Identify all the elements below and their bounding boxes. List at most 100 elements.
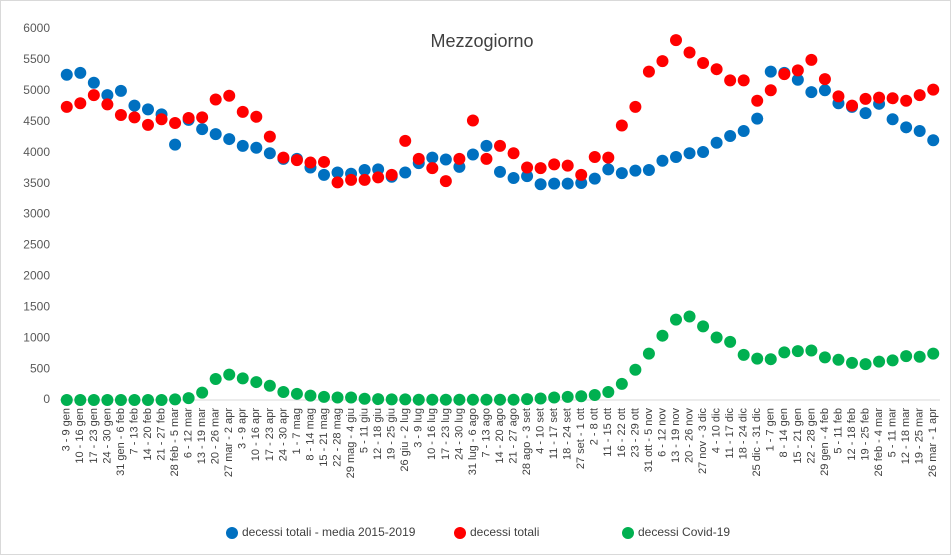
dot xyxy=(521,170,534,183)
legend-label: decessi totali - media 2015-2019 xyxy=(242,525,416,539)
x-tick-label: 19 - 25 mar xyxy=(914,408,926,465)
x-tick-label: 11 - 17 set xyxy=(548,408,560,459)
dot xyxy=(169,393,182,406)
dot xyxy=(372,171,385,184)
dot xyxy=(480,393,493,406)
x-tick-label: 28 feb - 5 mar xyxy=(169,408,181,477)
dot xyxy=(778,68,791,81)
legend-label: decessi totali xyxy=(470,525,539,539)
dot xyxy=(426,393,439,406)
dot xyxy=(74,66,87,79)
x-tick-label: 21 - 27 feb xyxy=(155,408,167,461)
dot xyxy=(832,353,845,366)
dot xyxy=(507,172,520,185)
dot xyxy=(263,379,276,392)
dot xyxy=(358,163,371,176)
dot xyxy=(182,392,195,405)
dot xyxy=(466,114,479,127)
dot xyxy=(534,392,547,405)
dot xyxy=(588,172,601,185)
x-tick-label: 26 mar - 1 apr xyxy=(927,408,939,477)
dot xyxy=(548,158,561,171)
dot xyxy=(142,394,154,406)
y-tick-label: 4000 xyxy=(23,145,50,159)
dot xyxy=(764,84,777,97)
dot xyxy=(466,393,479,406)
dot xyxy=(764,353,777,366)
x-tick-label: 7 - 13 ago xyxy=(480,408,492,458)
dot xyxy=(886,92,899,105)
dot xyxy=(873,91,886,104)
dot xyxy=(859,92,872,105)
dot xyxy=(670,313,682,326)
x-tick-label: 29 mag - 4 giu xyxy=(345,408,357,478)
dot xyxy=(575,390,588,403)
x-tick-label: 2 - 8 ott xyxy=(589,408,601,445)
x-tick-label: 8 - 14 gen xyxy=(778,408,790,458)
dot xyxy=(913,350,926,363)
dot xyxy=(304,156,317,169)
x-tick-label: 15 - 21 gen xyxy=(792,408,804,464)
dot xyxy=(74,97,87,110)
dot xyxy=(521,161,534,174)
dot xyxy=(615,167,628,180)
x-tick-label: 10 - 16 apr xyxy=(250,408,262,462)
dot xyxy=(900,121,913,134)
dot xyxy=(710,63,723,76)
dot xyxy=(196,386,209,399)
dot xyxy=(737,74,750,87)
dot xyxy=(602,163,615,176)
dot xyxy=(886,354,899,367)
dot xyxy=(277,151,290,164)
x-tick-label: 27 mar - 2 apr xyxy=(223,408,235,477)
dot xyxy=(87,76,100,89)
dot xyxy=(670,34,682,47)
x-tick-label: 5 - 11 feb xyxy=(832,408,844,454)
dot xyxy=(101,98,114,111)
dot xyxy=(128,394,141,406)
dot xyxy=(453,393,466,406)
dot xyxy=(358,392,371,405)
dot xyxy=(290,387,303,400)
x-tick-label: 13 - 19 nov xyxy=(670,408,682,464)
dot xyxy=(900,350,913,363)
x-tick-label: 14 - 20 feb xyxy=(142,408,154,461)
dot xyxy=(209,128,222,141)
x-tick-label: 17 - 23 lug xyxy=(440,408,452,460)
dot xyxy=(710,331,723,344)
x-tick-label: 5 - 11 giu xyxy=(359,408,371,453)
dot xyxy=(250,110,263,123)
y-tick-label: 2500 xyxy=(23,238,50,252)
dot xyxy=(697,57,710,70)
dot xyxy=(74,394,87,406)
x-tick-label: 24 - 30 gen xyxy=(101,408,113,464)
y-tick-label: 1500 xyxy=(23,299,50,313)
dot xyxy=(873,355,886,368)
dot xyxy=(561,390,574,403)
dot xyxy=(290,154,303,167)
y-tick-label: 5000 xyxy=(23,83,50,97)
y-tick-label: 4500 xyxy=(23,114,50,128)
dot xyxy=(263,130,276,143)
x-tick-label: 17 - 23 gen xyxy=(88,408,100,464)
dot xyxy=(507,393,520,406)
dot xyxy=(724,129,737,142)
dot xyxy=(345,173,358,186)
dot xyxy=(345,391,358,404)
x-tick-label: 31 gen - 6 feb xyxy=(115,408,127,476)
y-tick-label: 2000 xyxy=(23,269,50,283)
dot xyxy=(683,310,696,323)
dot xyxy=(561,177,574,190)
x-tick-label: 12 - 18 giu xyxy=(372,408,384,460)
x-tick-label: 10 - 16 gen xyxy=(74,408,86,464)
dot xyxy=(670,150,682,163)
dot xyxy=(128,111,141,124)
y-tick-label: 500 xyxy=(30,361,50,375)
dot xyxy=(358,173,371,186)
dot xyxy=(60,100,73,113)
dot xyxy=(209,372,222,385)
dot xyxy=(588,150,601,163)
dot xyxy=(412,152,425,165)
